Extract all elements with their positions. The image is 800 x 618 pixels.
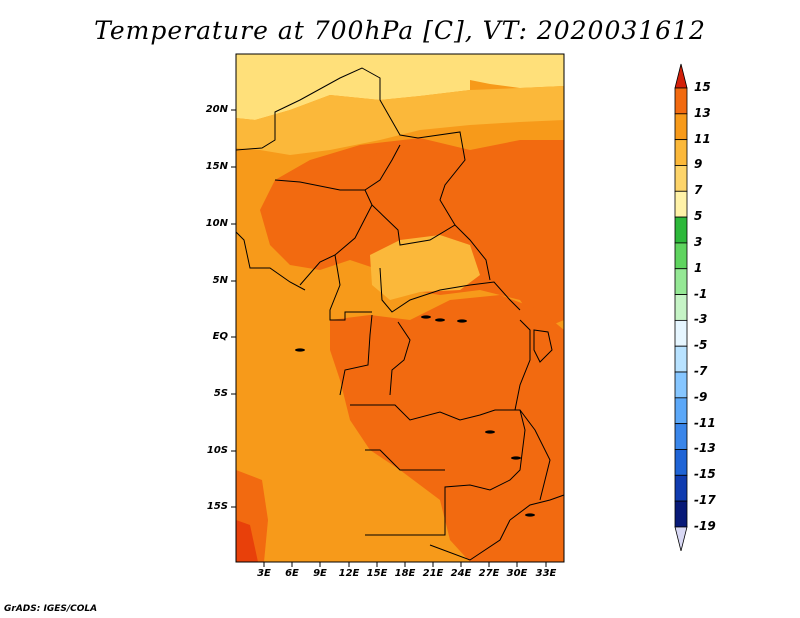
colorbar-label: -3 xyxy=(694,312,708,327)
lon-label: 18E xyxy=(394,568,416,579)
colorbar-label: 11 xyxy=(694,131,711,146)
temperature-field xyxy=(236,54,564,562)
border-line-11 xyxy=(533,329,553,363)
lat-label: EQ xyxy=(212,331,228,342)
colorbar-label: 13 xyxy=(694,105,711,120)
lat-label: 15S xyxy=(206,501,228,512)
lake-mark-6 xyxy=(295,348,305,352)
colorbar-segment xyxy=(674,216,688,244)
colorbar-label: 1 xyxy=(694,260,703,275)
colorbar-label: -17 xyxy=(694,493,716,508)
colorbar-label: 5 xyxy=(694,209,703,224)
colorbar-segment xyxy=(674,449,688,476)
colorbar-label: -1 xyxy=(694,286,708,301)
colorbar-top-arrow xyxy=(674,63,688,89)
border-line-2 xyxy=(364,144,401,191)
country-borders xyxy=(235,67,565,561)
colorbar-label: -11 xyxy=(694,415,716,430)
map-frame-border xyxy=(235,53,565,563)
colorbar-segment xyxy=(674,474,688,502)
border-line-15 xyxy=(235,231,306,291)
border-line-13 xyxy=(509,494,565,521)
colorbar-label: -7 xyxy=(694,364,708,379)
axis-ticks xyxy=(231,109,547,567)
border-line-4 xyxy=(329,254,372,321)
border-line-10 xyxy=(514,319,531,411)
colorbar-segment xyxy=(674,190,688,218)
colorbar-segment xyxy=(674,242,688,270)
colorbar-segment xyxy=(674,139,688,166)
border-line-7 xyxy=(389,321,411,396)
colorbar xyxy=(674,63,688,552)
colorbar-segment xyxy=(674,345,688,373)
lon-label: 15E xyxy=(366,568,388,579)
lon-label: 33E xyxy=(535,568,557,579)
colorbar-label: -5 xyxy=(694,338,708,353)
lake-mark-5 xyxy=(525,513,535,517)
border-line-3 xyxy=(371,204,491,281)
border-line-12 xyxy=(519,409,551,501)
border-line-8 xyxy=(350,404,526,536)
lake-mark-1 xyxy=(435,318,445,322)
lon-label: 9E xyxy=(313,568,327,579)
lake-mark-2 xyxy=(457,319,467,323)
border-line-6 xyxy=(339,314,373,396)
field-region-7 xyxy=(236,520,258,562)
field-region-8 xyxy=(364,150,392,172)
colorbar-segment xyxy=(674,165,688,192)
lake-mark-4 xyxy=(511,456,521,460)
border-line-5 xyxy=(379,267,521,313)
colorbar-label: -15 xyxy=(694,467,716,482)
field-region-9 xyxy=(370,235,480,300)
colorbar-label: -13 xyxy=(694,441,716,456)
colorbar-segment xyxy=(674,423,688,450)
field-region-5 xyxy=(330,295,564,562)
border-line-14 xyxy=(429,519,511,561)
lat-label: 10N xyxy=(205,218,228,229)
lat-label: 5N xyxy=(212,275,228,286)
colorbar-segment xyxy=(674,371,688,399)
colorbar-label: 15 xyxy=(694,80,711,94)
lat-label: 20N xyxy=(205,104,228,115)
colorbar-segment xyxy=(674,319,688,347)
grads-credit: GrADS: IGES/COLA xyxy=(4,604,98,614)
lon-label: 27E xyxy=(478,568,500,579)
field-region-1 xyxy=(236,54,470,120)
colorbar-segment xyxy=(674,268,688,295)
colorbar-label: 9 xyxy=(694,157,703,172)
field-region-3 xyxy=(236,86,564,155)
colorbar-segment xyxy=(674,294,688,321)
colorbar-segment xyxy=(674,397,688,425)
lon-label: 6E xyxy=(285,568,299,579)
lon-label: 21E xyxy=(422,568,444,579)
colorbar-segment xyxy=(674,500,688,528)
lon-label: 3E xyxy=(257,568,271,579)
border-line-9 xyxy=(365,449,445,471)
colorbar-label: 3 xyxy=(694,234,703,249)
lake-mark-3 xyxy=(485,430,495,434)
lat-label: 5S xyxy=(213,388,228,399)
field-region-2 xyxy=(470,54,564,88)
field-region-4 xyxy=(260,138,564,330)
colorbar-bottom-arrow xyxy=(674,526,688,552)
lat-label: 15N xyxy=(205,161,228,172)
chart-title: Temperature at 700hPa [C], VT: 202003161… xyxy=(94,16,706,45)
colorbar-label: -19 xyxy=(694,518,716,533)
colorbar-segment xyxy=(674,113,688,141)
lon-label: 30E xyxy=(506,568,528,579)
lake-mark-0 xyxy=(421,315,431,319)
colorbar-label: 7 xyxy=(694,183,703,198)
border-line-0 xyxy=(235,67,466,226)
lon-label: 12E xyxy=(338,568,360,579)
lon-label: 24E xyxy=(450,568,472,579)
colorbar-segment xyxy=(674,87,688,115)
lat-label: 10S xyxy=(206,445,228,456)
colorbar-label: -9 xyxy=(694,389,708,404)
